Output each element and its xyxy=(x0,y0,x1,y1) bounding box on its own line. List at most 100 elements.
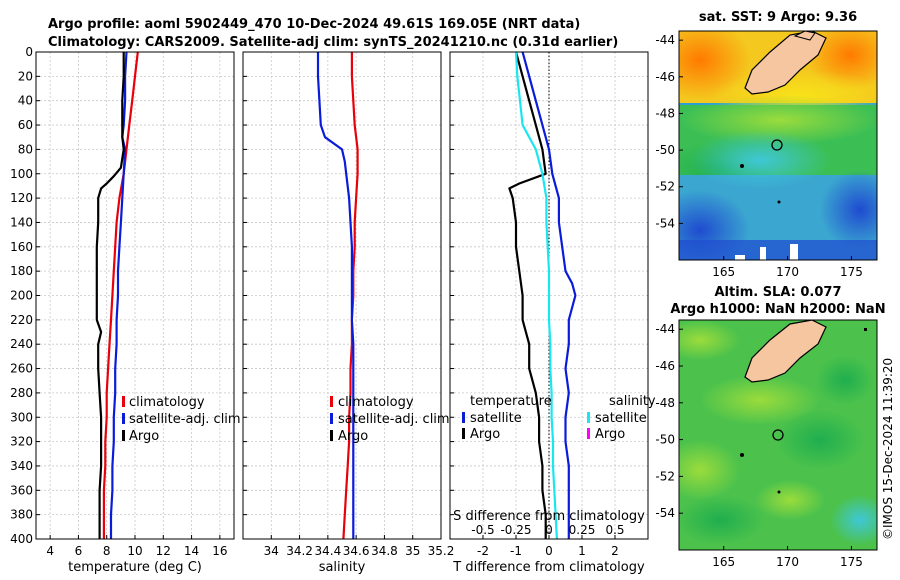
depth-tick-label: 160 xyxy=(10,240,33,254)
x-tick-label: 35.2 xyxy=(428,544,455,558)
depth-tick-label: 40 xyxy=(18,94,33,108)
legend-title-temperature: temperature xyxy=(470,394,552,409)
depth-tick-label: 200 xyxy=(10,289,33,303)
map-x-tick-label: 170 xyxy=(776,265,799,279)
depth-tick-label: 140 xyxy=(10,215,33,229)
legend-swatch-climatology xyxy=(330,396,333,407)
depth-tick-label: 380 xyxy=(10,508,33,522)
map-y-tick-label: -52 xyxy=(655,469,675,483)
sla-map-image xyxy=(679,320,877,550)
map-y-tick-label: -52 xyxy=(655,180,675,194)
legend-label-satellite: satellite-adj. clim xyxy=(338,412,450,427)
series-line-satellite-adj-clim xyxy=(316,52,355,539)
x-tick-label: 35 xyxy=(405,544,420,558)
map-y-tick-label: -50 xyxy=(655,433,675,447)
legend-label-s-argo: Argo xyxy=(595,427,625,442)
x-axis-label: salinity xyxy=(319,560,366,575)
salinity-legend: climatology satellite-adj. clim Argo xyxy=(330,395,450,444)
temperature-legend: climatology satellite-adj. clim Argo xyxy=(122,395,241,444)
depth-tick-label: 120 xyxy=(10,191,33,205)
map-y-tick-label: -46 xyxy=(655,359,675,373)
x-tick-label: 16 xyxy=(212,544,227,558)
map-y-tick-label: -50 xyxy=(655,143,675,157)
x-tick-label: 34.2 xyxy=(286,544,313,558)
depth-tick-label: 100 xyxy=(10,167,33,181)
depth-tick-label: 220 xyxy=(10,313,33,327)
map-y-tick-label: -54 xyxy=(655,216,675,230)
legend-label-argo: Argo xyxy=(338,429,368,444)
x-tick-label: 14 xyxy=(184,544,199,558)
legend-swatch-t-argo xyxy=(462,428,465,439)
x-axis-label: T difference from climatology xyxy=(452,560,645,575)
series-line-climatology xyxy=(342,52,359,540)
s-difference-axis-label: S difference from climatology xyxy=(453,509,645,524)
sla-map-title-2: Argo h1000: NaN h2000: NaN xyxy=(670,302,885,317)
depth-tick-label: 240 xyxy=(10,337,33,351)
series-line-argo xyxy=(95,52,125,539)
legend-swatch-s-satellite xyxy=(587,412,590,423)
depth-tick-label: 340 xyxy=(10,459,33,473)
legend-label-t-argo: Argo xyxy=(470,427,500,442)
x-tick-label: 34.8 xyxy=(371,544,398,558)
legend-swatch-s-argo xyxy=(587,428,590,439)
s-difference-tick-label: 0.25 xyxy=(569,523,596,537)
legend-swatch-argo xyxy=(122,430,125,441)
argo-position-marker xyxy=(771,139,783,151)
legend-swatch-climatology xyxy=(122,396,125,407)
legend-swatch-t-satellite xyxy=(462,412,465,423)
series-line-t-argo xyxy=(508,51,547,539)
series-line-climatology xyxy=(102,51,139,539)
depth-tick-label: 20 xyxy=(18,69,33,83)
landmass xyxy=(744,31,827,95)
temperature-panel: 4 6 8 10 12 14 1602040608010012014016018020022… xyxy=(10,45,235,575)
x-tick-label: 6 xyxy=(75,544,83,558)
legend-title-salinity: salinity xyxy=(609,394,656,409)
x-tick-label: 34 xyxy=(264,544,279,558)
map-y-tick-label: -48 xyxy=(655,396,675,410)
x-tick-label: 2 xyxy=(611,544,619,558)
s-difference-tick-label: -0.25 xyxy=(500,523,531,537)
legend-label-argo: Argo xyxy=(129,429,159,444)
x-axis-label: temperature (deg C) xyxy=(68,560,202,575)
legend-swatch-argo xyxy=(330,430,333,441)
depth-tick-label: 80 xyxy=(18,142,33,156)
depth-tick-label: 60 xyxy=(18,118,33,132)
x-tick-label: 8 xyxy=(103,544,111,558)
series-line-s-satellite xyxy=(514,51,558,540)
imos-timestamp-label: ©IMOS 15-Dec-2024 11:39:20 xyxy=(881,358,895,540)
x-tick-label: 34.6 xyxy=(343,544,370,558)
legend-swatch-satellite xyxy=(122,413,125,424)
x-tick-label: -2 xyxy=(477,544,489,558)
title-line-2: Climatology: CARS2009. Satellite-adj cli… xyxy=(48,35,618,50)
series-line-t-satellite xyxy=(521,51,577,539)
depth-tick-label: 320 xyxy=(10,435,33,449)
depth-tick-label: 360 xyxy=(10,483,33,497)
depth-tick-label: 0 xyxy=(25,45,33,59)
legend-label-climatology: climatology xyxy=(129,395,205,410)
legend-label-s-satellite: satellite xyxy=(595,411,647,426)
map-y-tick-label: -44 xyxy=(655,33,675,47)
map-y-tick-label: -44 xyxy=(655,322,675,336)
map-x-tick-label: 165 xyxy=(712,265,735,279)
sst-map-title: sat. SST: 9 Argo: 9.36 xyxy=(699,10,857,25)
s-difference-tick-label: -0.5 xyxy=(471,523,494,537)
difference-panel: -2 -1 0 1 2 T difference from climatology S di… xyxy=(449,51,649,575)
sst-map-frame xyxy=(678,30,878,261)
legend-label-climatology: climatology xyxy=(338,395,414,410)
title-line-1: Argo profile: aoml 5902449_470 10-Dec-20… xyxy=(48,17,580,32)
sst-map-image xyxy=(679,31,877,260)
map-axes: 165 170 175 -44 -46 -48 -50 -52 -54 165 170 175 -44 -… xyxy=(655,33,863,569)
landmass xyxy=(744,320,827,383)
map-y-tick-label: -48 xyxy=(655,106,675,120)
sla-map-frame xyxy=(678,319,878,551)
depth-tick-label: 280 xyxy=(10,386,33,400)
x-tick-label: 10 xyxy=(127,544,142,558)
sla-map-title-1: Altim. SLA: 0.077 xyxy=(715,285,842,300)
map-x-tick-label: 165 xyxy=(712,555,735,569)
argo-position-marker xyxy=(772,429,784,441)
x-tick-label: 4 xyxy=(46,544,54,558)
x-tick-label: 1 xyxy=(578,544,586,558)
legend-label-satellite: satellite-adj. clim xyxy=(129,412,241,427)
legend-label-t-satellite: satellite xyxy=(470,411,522,426)
